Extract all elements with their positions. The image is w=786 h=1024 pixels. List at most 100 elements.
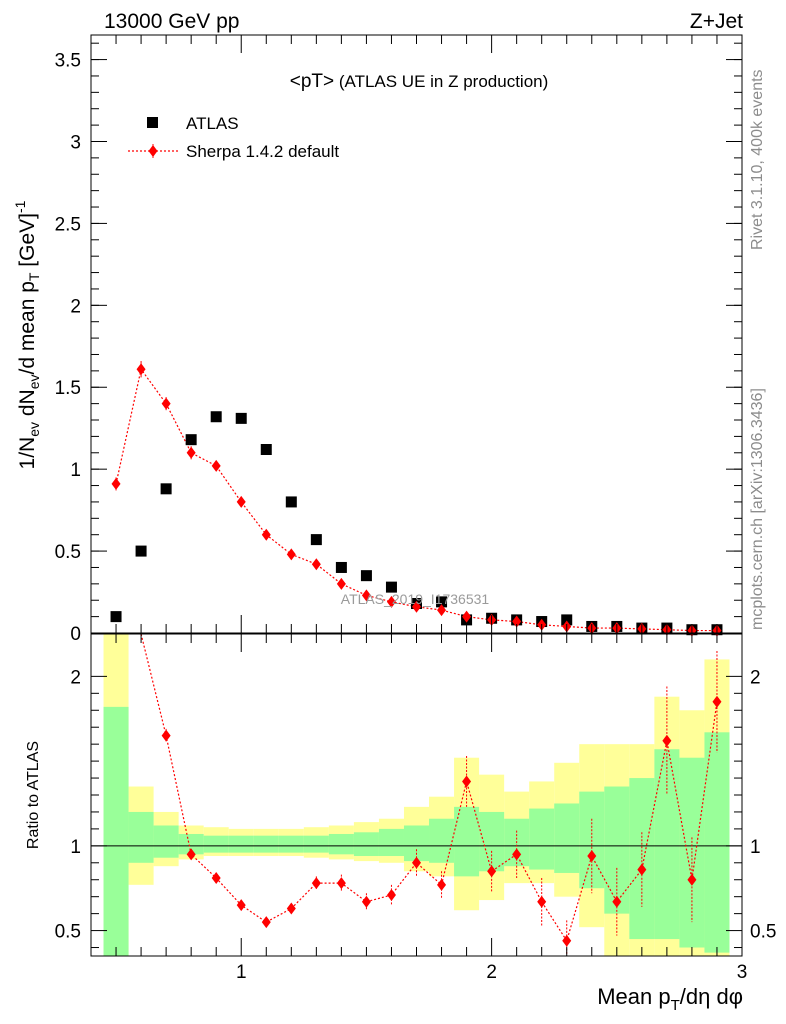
ratio-green-band	[403, 825, 430, 862]
ratio-point	[562, 934, 572, 947]
sherpa-point	[512, 615, 522, 628]
ratio-green-band	[303, 835, 329, 853]
ratio-y-tick-label-right: 2	[750, 667, 761, 688]
ratio-point	[336, 877, 346, 890]
ratio-green-band	[178, 833, 204, 855]
ratio-point	[361, 895, 371, 908]
x-axis-label: Mean pT/dη dφ	[597, 984, 743, 1014]
ratio-x-axis: 1 2 3	[115, 634, 748, 983]
ratio-point	[512, 848, 522, 861]
ratio-point	[161, 729, 171, 742]
legend-sherpa-marker	[148, 145, 158, 157]
legend-atlas-marker	[147, 117, 158, 128]
main-y-tick-label: 1.5	[55, 378, 81, 399]
main-y-tick-label: 3.5	[55, 51, 81, 72]
sherpa-point	[462, 610, 472, 623]
ratio-green-band	[103, 706, 129, 956]
main-y-tick-label: 2.5	[55, 214, 81, 235]
sherpa-point	[261, 528, 271, 541]
ratio-point	[712, 695, 722, 708]
sherpa-point	[186, 446, 196, 459]
ratio-point	[637, 863, 647, 876]
x-tick-label: 1	[236, 962, 247, 983]
ratio-green-band	[604, 786, 630, 914]
ratio-point	[286, 902, 296, 915]
ratio-green-band	[353, 832, 379, 857]
ratio-y-tick-label-left: 1	[70, 837, 81, 858]
ratio-green-band	[278, 835, 304, 853]
atlas-point	[160, 483, 172, 495]
ratio-y-tick-label-left: 2	[70, 667, 81, 688]
sherpa-point	[336, 577, 346, 590]
main-y-tick-label: 0.5	[55, 542, 81, 563]
ratio-y-tick-label-right: 1	[750, 837, 761, 858]
atlas-point	[385, 581, 397, 593]
sherpa-point	[136, 363, 146, 376]
x-tick-label: 2	[486, 962, 497, 983]
sherpa-point	[161, 397, 171, 410]
ratio-green-band	[228, 835, 254, 853]
ratio-panel: 0.5 0.5 1 1 2 2 1 2 3 Ratio to ATLAS Mean pT/dη…	[25, 633, 776, 1014]
atlas-point	[260, 444, 272, 456]
plot-title-sub: (ATLAS UE in Z production)	[334, 72, 548, 91]
atlas-point	[561, 614, 573, 626]
ratio-point	[412, 856, 421, 869]
ratio-point	[311, 877, 321, 890]
ratio-y-tick-label-left: 0.5	[55, 922, 81, 943]
sherpa-point	[111, 477, 121, 490]
ratio-line	[140, 633, 718, 943]
main-y-tick-label: 1	[70, 460, 81, 481]
ratio-point	[211, 872, 221, 885]
ratio-point	[186, 848, 196, 861]
ratio-green-band	[554, 803, 580, 873]
analysis-watermark: ATLAS_2019_I1736531	[341, 591, 490, 607]
ratio-uncertainty-bands	[103, 634, 730, 956]
main-panel: 0 0.5 1 1.5 2 2.5 3 3.5 <pT> (ATLAS UE in Z pro…	[12, 34, 743, 645]
ratio-point	[587, 850, 597, 863]
atlas-point	[185, 434, 197, 446]
ratio-green-band	[704, 732, 730, 953]
sherpa-point	[236, 495, 246, 508]
main-y-axis: 0 0.5 1 1.5 2 2.5 3 3.5	[55, 42, 742, 645]
header-process-label: Z+Jet	[690, 10, 743, 33]
ratio-y-axis-label: Ratio to ATLAS	[25, 741, 42, 849]
atlas-point	[235, 412, 247, 424]
main-y-tick-label: 2	[70, 296, 81, 317]
ratio-green-band	[529, 808, 555, 870]
ratio-point	[487, 865, 497, 878]
ratio-green-band	[203, 835, 229, 853]
ratio-plot-area	[140, 633, 722, 956]
sherpa-point	[412, 600, 421, 613]
atlas-point	[310, 534, 322, 546]
ratio-point	[687, 873, 697, 886]
main-x-axis	[115, 35, 718, 633]
ratio-point	[537, 895, 547, 908]
sherpa-point	[361, 589, 371, 602]
ratio-point	[437, 878, 447, 891]
header-energy-label: 13000 GeV pp	[104, 10, 239, 33]
ratio-point	[236, 899, 246, 912]
ratio-green-band	[429, 818, 455, 863]
ratio-point	[612, 895, 622, 908]
ratio-point	[261, 916, 271, 929]
ratio-y-tick-label-right: 0.5	[750, 922, 776, 943]
ratio-green-band	[153, 825, 179, 858]
ratio-point	[662, 734, 672, 747]
legend: ATLAS Sherpa 1.4.2 default	[128, 114, 339, 161]
atlas-point	[135, 545, 147, 557]
ratio-green-band	[253, 835, 279, 853]
atlas-point	[285, 496, 297, 508]
atlas-point	[360, 570, 372, 582]
sherpa-point	[386, 595, 396, 608]
sherpa-point	[311, 558, 321, 571]
sherpa-point	[211, 459, 221, 472]
main-y-axis-label: 1/Nev dNev/d mean pT [GeV]-1	[12, 200, 42, 469]
x-tick-label: 3	[737, 962, 748, 983]
sherpa-point	[286, 548, 296, 561]
main-y-tick-label: 0	[70, 624, 81, 645]
ratio-green-band	[328, 833, 354, 855]
ratio-green-band	[378, 828, 404, 857]
rivet-side-label: Rivet 3.1.10, 400k events	[749, 69, 766, 250]
ratio-point	[386, 888, 396, 901]
